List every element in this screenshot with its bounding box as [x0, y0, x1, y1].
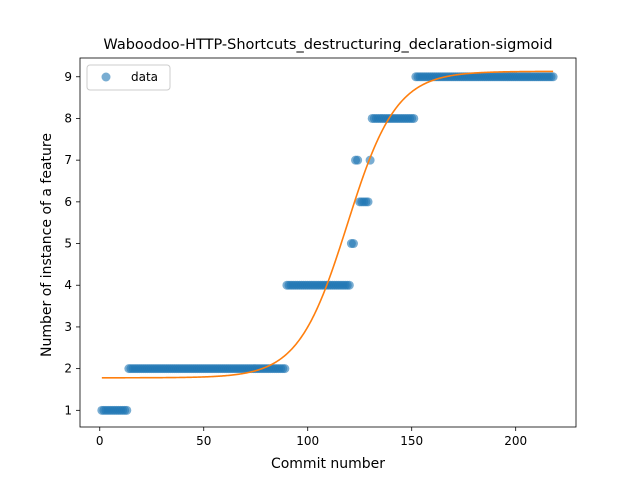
y-tick-label: 4: [64, 278, 72, 292]
x-tick-label: 100: [296, 434, 319, 448]
x-tick-label: 150: [400, 434, 423, 448]
legend-label-data: data: [131, 70, 158, 84]
fit-line: [101, 70, 554, 379]
y-tick-label: 5: [64, 237, 72, 251]
x-tick-label: 50: [196, 434, 211, 448]
x-axis-label: Commit number: [271, 456, 385, 472]
x-tick-label: 0: [96, 434, 104, 448]
y-tick-label: 9: [64, 70, 72, 84]
x-tick-label: 200: [504, 434, 527, 448]
data-point: [353, 155, 363, 165]
data-point: [280, 364, 290, 374]
data-point: [409, 113, 419, 123]
data-point: [122, 405, 132, 415]
legend-box: [86, 64, 171, 91]
chart-title: Waboodoo-HTTP-Shortcuts_destructuring_de…: [103, 37, 552, 53]
y-tick-label: 3: [64, 320, 72, 334]
y-tick-label: 2: [64, 362, 72, 376]
x-axis-ticks: 0 50 100 150 200: [96, 427, 527, 448]
plot-frame: [79, 57, 577, 428]
y-axis-ticks: 1 2 3 4 5 6 7 8 9: [64, 70, 80, 417]
legend: data: [86, 64, 171, 91]
y-tick-label: 6: [64, 195, 72, 209]
data-point: [344, 280, 354, 290]
data-point: [363, 197, 373, 207]
legend-marker-data: [101, 72, 111, 82]
data-point: [348, 239, 358, 249]
sigmoid-fit-line: [101, 70, 554, 379]
data-point: [548, 72, 558, 82]
y-tick-label: 8: [64, 111, 72, 125]
y-axis-label: Number of instance of a feature: [39, 133, 55, 357]
y-tick-label: 7: [64, 153, 72, 167]
y-tick-label: 1: [64, 403, 72, 417]
